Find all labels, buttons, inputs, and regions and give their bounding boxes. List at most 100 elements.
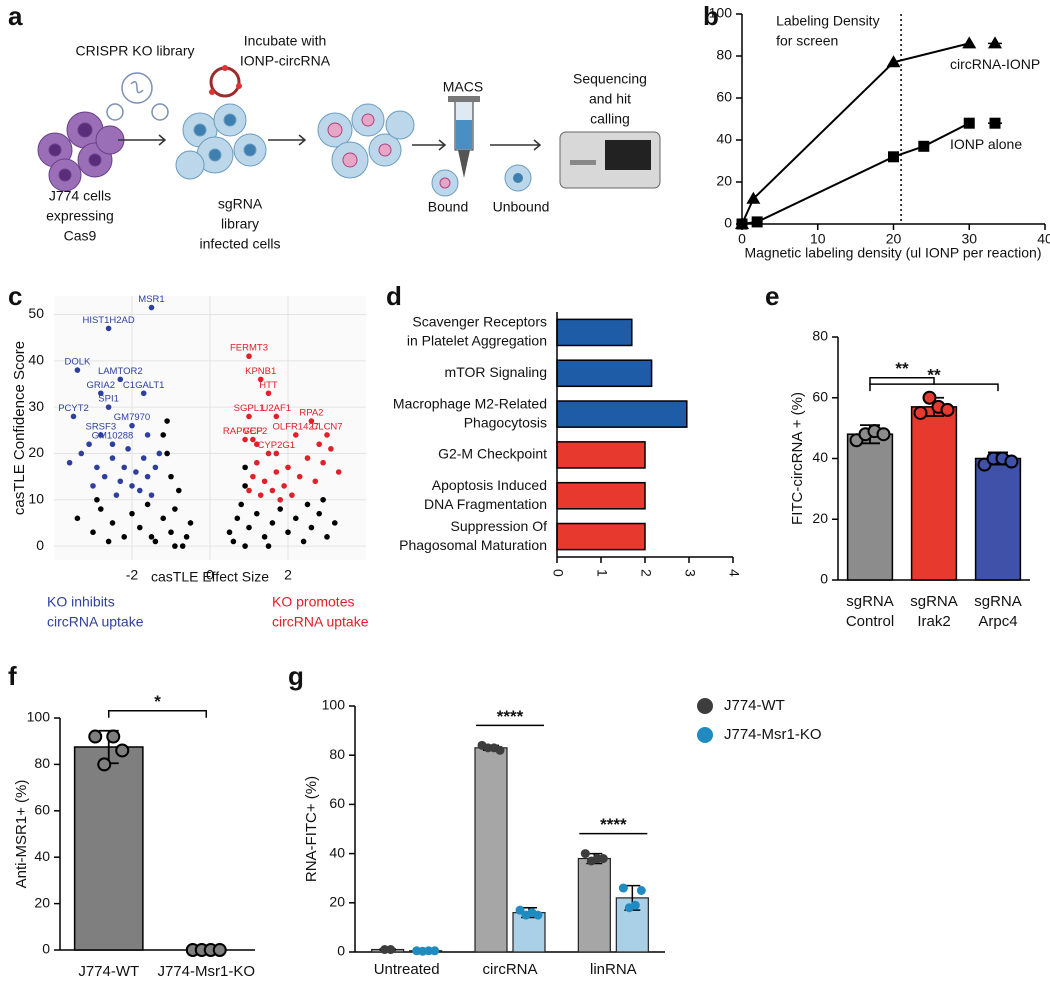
data-point [125, 446, 131, 452]
data-point [97, 757, 112, 772]
diagram-label: sgRNA [218, 196, 263, 212]
data-point [148, 304, 155, 311]
y-tick-label: 100 [27, 709, 51, 725]
bar [556, 522, 646, 551]
point-label: RAPGEF2 [223, 426, 267, 437]
data-point [90, 483, 96, 489]
annotation: Labeling Density [776, 13, 880, 29]
data-point [913, 405, 928, 420]
data-point [156, 450, 163, 457]
data-point [918, 140, 930, 152]
panel-letter: b [703, 1, 719, 31]
arrow [118, 134, 167, 146]
bar [556, 400, 688, 428]
diagram-a: a [8, 1, 661, 252]
data-point [277, 506, 284, 512]
significance-label: ** [927, 366, 941, 385]
bar [73, 746, 144, 951]
bar [846, 433, 894, 581]
data-point [115, 743, 130, 758]
y-tick-label: 80 [329, 746, 345, 762]
diagram-label: library [221, 216, 259, 232]
significance-label: **** [497, 707, 524, 726]
significance-bracket [869, 383, 999, 392]
macs-column [448, 96, 480, 178]
data-point [296, 473, 303, 480]
data-point [129, 483, 135, 489]
point-label: MSR1 [138, 294, 164, 305]
x-tick-label: 1 [594, 569, 610, 577]
data-point [160, 515, 166, 522]
data-point [250, 436, 256, 443]
diagram-label: Cas9 [64, 228, 97, 244]
category-label: sgRNA [974, 593, 1022, 610]
data-point [242, 543, 248, 549]
data-point [253, 441, 260, 448]
x-axis-title: casTLE Effect Size [151, 569, 269, 585]
y-tick-label: 0 [337, 943, 345, 959]
panel-letter: d [386, 281, 402, 311]
point-label: SGPL1 [234, 403, 265, 414]
bar [910, 406, 958, 581]
y-tick-label: 80 [716, 47, 732, 63]
data-point [261, 478, 268, 485]
data-point [117, 478, 124, 485]
data-point [105, 538, 112, 545]
y-tick-label: 100 [709, 5, 733, 21]
data-point [246, 353, 252, 360]
y-tick-label: 0 [724, 215, 732, 231]
diagram-label: Unbound [493, 199, 550, 215]
data-point [86, 441, 92, 448]
data-point [172, 543, 178, 549]
data-point [109, 520, 116, 526]
y-tick-label: 0 [36, 537, 44, 553]
data-point [74, 367, 81, 373]
data-point [152, 464, 159, 471]
diagram-label: and hit [589, 91, 631, 107]
data-point [304, 455, 311, 461]
data-point [312, 478, 319, 485]
data-point [269, 487, 276, 494]
data-point [212, 943, 227, 957]
legend-label: KO inhibits [47, 594, 115, 610]
legend-marker [697, 698, 713, 714]
data-point [152, 538, 159, 545]
point-label: KPNB1 [245, 366, 276, 377]
significance-label: * [154, 692, 161, 711]
y-tick-label: 60 [812, 388, 828, 404]
series-line [741, 122, 970, 225]
point-label: LAMTOR2 [98, 366, 143, 377]
data-point [328, 446, 334, 452]
bar [474, 747, 508, 953]
bar [556, 359, 653, 388]
data-point [940, 402, 955, 417]
data-point [320, 459, 326, 466]
x-tick-label: -2 [126, 567, 139, 583]
y-tick-label: 50 [28, 305, 44, 321]
category-label: Macrophage M2-Related [393, 395, 547, 411]
data-point [172, 506, 178, 512]
data-point [335, 469, 342, 475]
data-point [285, 464, 291, 471]
point-label: DOLK [64, 357, 91, 368]
virus-library [106, 72, 169, 121]
unbound-cell-core [513, 173, 523, 183]
data-point [618, 883, 628, 893]
data-point [148, 534, 155, 540]
point-label: HTT [259, 380, 278, 391]
significance-bracket [869, 377, 935, 385]
y-tick-label: 60 [34, 802, 50, 818]
legend-label: circRNA uptake [47, 614, 144, 630]
point-label: CYP2G1 [258, 440, 296, 451]
y-tick-label: 10 [28, 490, 44, 506]
category-label: Irak2 [917, 613, 950, 630]
legend-label: KO promotes [272, 594, 354, 610]
category-label: Phagocytosis [464, 414, 547, 430]
y-tick-label: 60 [329, 795, 345, 811]
data-point [234, 515, 241, 522]
data-point [105, 404, 112, 410]
arrow [412, 139, 447, 151]
data-point [183, 534, 190, 540]
data-point [242, 464, 248, 471]
